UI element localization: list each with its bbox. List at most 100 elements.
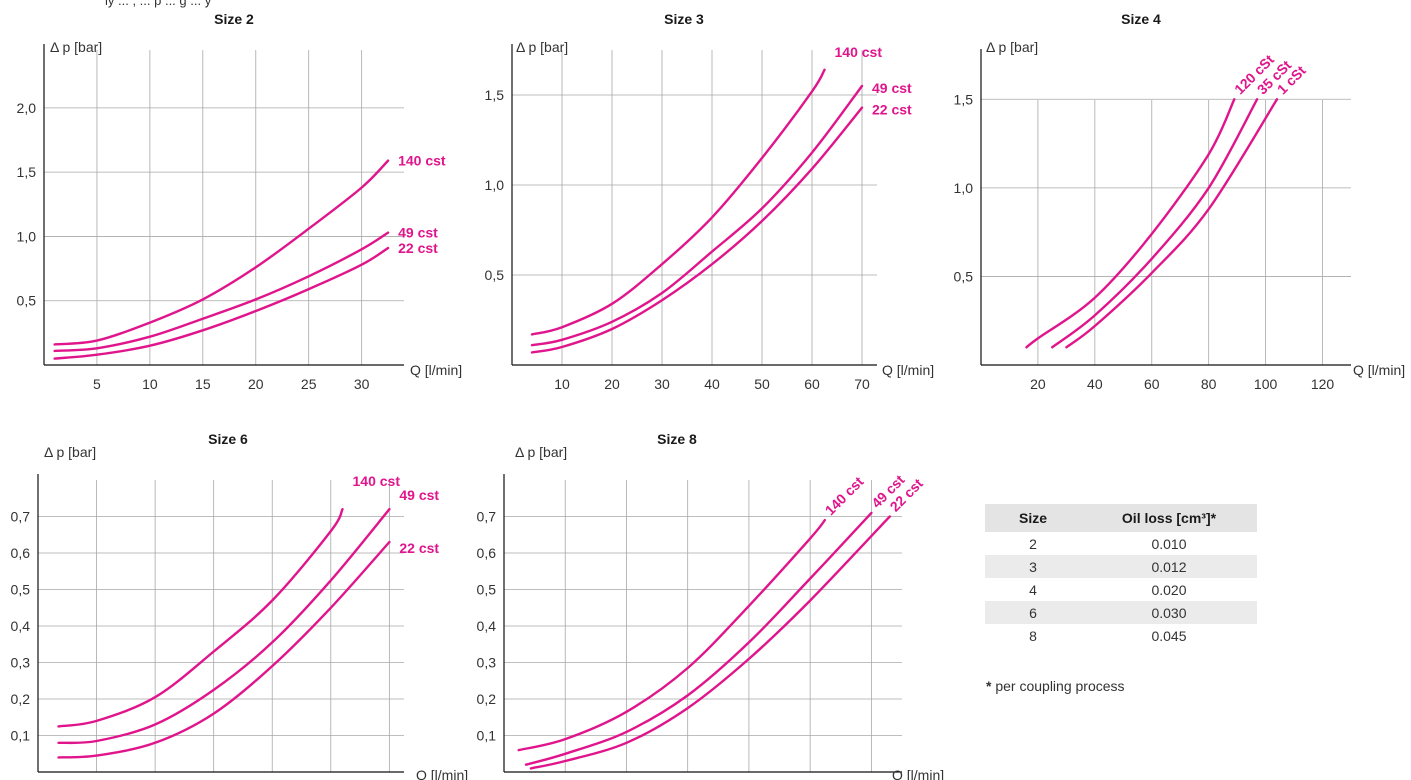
- y-tick-label: 0,6: [11, 545, 31, 561]
- x-tick-label: 60: [804, 376, 820, 392]
- cell-oil-loss: 0.012: [1081, 555, 1257, 578]
- x-axis-label: Q [l/min]: [1353, 362, 1405, 378]
- y-axis-label: Δ p [bar]: [516, 39, 568, 55]
- series-line: [524, 511, 873, 766]
- series-line: [517, 518, 826, 752]
- chart-size-6: 0,10,20,30,40,50,60,720406080100120Size …: [11, 431, 469, 780]
- series-line: [57, 508, 344, 728]
- series-line: [57, 540, 391, 759]
- header-oil-loss: Oil loss [cm³]*: [1081, 504, 1257, 532]
- y-tick-label: 0,6: [477, 545, 497, 561]
- chart-title: Size 6: [208, 431, 248, 447]
- table-header-row: Size Oil loss [cm³]*: [985, 504, 1257, 532]
- y-tick-label: 0,2: [11, 691, 31, 707]
- y-tick-label: 0,3: [11, 655, 31, 671]
- series-line: [530, 84, 864, 347]
- x-tick-label: 20: [248, 376, 264, 392]
- y-axis-label: Δ p [bar]: [50, 39, 102, 55]
- cell-size: 6: [985, 601, 1081, 624]
- chart-title: Size 2: [214, 11, 254, 27]
- y-tick-label: 0,7: [11, 509, 31, 525]
- y-tick-label: 1,5: [485, 87, 505, 103]
- y-tick-label: 0,7: [477, 509, 497, 525]
- chart-title: Size 3: [664, 11, 704, 27]
- y-tick-label: 1,0: [485, 177, 505, 193]
- y-tick-label: 1,5: [17, 164, 37, 180]
- x-tick-label: 50: [754, 376, 770, 392]
- chart-title: Size 4: [1121, 11, 1161, 27]
- series-line: [57, 508, 391, 745]
- series-label: 140 cst: [835, 44, 883, 60]
- top-note-text: ly ... , ... p ... g ... y: [105, 0, 212, 8]
- y-tick-label: 2,0: [17, 100, 37, 116]
- chart-size-8: 0,10,20,30,40,50,60,750100150200250300Si…: [477, 431, 945, 780]
- cell-size: 2: [1029, 535, 1037, 552]
- series-line: [1065, 98, 1279, 349]
- cell-size: 8: [1029, 627, 1037, 644]
- series-label: 22 cst: [872, 102, 912, 118]
- x-tick-label: 100: [1254, 376, 1278, 392]
- y-axis-label: Δ p [bar]: [44, 444, 96, 460]
- series-line: [530, 68, 826, 336]
- y-tick-label: 0,4: [11, 618, 31, 634]
- series-line: [53, 231, 390, 353]
- y-tick-label: 0,5: [954, 268, 974, 284]
- footnote-star: *: [986, 678, 992, 694]
- cell-oil-loss: 0.010: [1151, 535, 1187, 552]
- x-tick-label: 20: [604, 376, 620, 392]
- y-tick-label: 1,5: [954, 91, 974, 107]
- cell-size: 3: [985, 555, 1081, 578]
- table-footnote: * per coupling process: [986, 678, 1125, 694]
- series-label: 22 cst: [399, 540, 439, 556]
- chart-title: Size 8: [657, 431, 697, 447]
- x-tick-label: 120: [1311, 376, 1335, 392]
- y-tick-label: 0,4: [477, 618, 497, 634]
- table-row: 6 0.030: [985, 601, 1257, 624]
- y-tick-label: 1,0: [17, 228, 37, 244]
- x-tick-label: 40: [704, 376, 720, 392]
- y-tick-label: 1,0: [954, 180, 974, 196]
- y-tick-label: 0,5: [477, 582, 497, 598]
- series-line: [1051, 98, 1259, 349]
- series-label: 22 cst: [398, 240, 438, 256]
- series-label: 140 cst: [822, 473, 867, 518]
- x-tick-label: 15: [195, 376, 211, 392]
- x-axis-label: Q [l/min]: [410, 362, 462, 378]
- cell-oil-loss: 0.030: [1081, 601, 1257, 624]
- chart-size-3: 0,5 1,0 1,5 10 20 30 40 50 60 70 Size 3 Δ p [bar] Q …: [485, 11, 935, 392]
- table-row: 3 0.012: [985, 555, 1257, 578]
- x-tick-label: 25: [301, 376, 317, 392]
- y-tick-label: 0,5: [11, 582, 31, 598]
- y-tick-label: 0,5: [17, 293, 37, 309]
- y-axis-label: Δ p [bar]: [515, 444, 567, 460]
- series-label: 49 cst: [398, 225, 438, 241]
- x-tick-label: 80: [1201, 376, 1217, 392]
- x-axis-label: Q [l/min]: [882, 362, 934, 378]
- x-tick-label: 10: [142, 376, 158, 392]
- y-tick-label: 0,2: [477, 691, 497, 707]
- x-tick-label: 20: [1030, 376, 1046, 392]
- series-line: [529, 515, 891, 770]
- series-label: 140 cst: [353, 473, 401, 489]
- series-label: 140 cst: [398, 153, 446, 169]
- series-label: 49 cst: [399, 487, 439, 503]
- y-tick-label: 0,1: [11, 728, 31, 744]
- x-axis-label: Q [l/min]: [892, 767, 944, 780]
- series-line: [53, 159, 390, 346]
- table-row: 8 0.045: [985, 624, 1257, 647]
- header-size: Size: [985, 504, 1081, 532]
- oil-loss-table: Size Oil loss [cm³]* 2 0.010 3 0.012 4 0…: [985, 504, 1257, 647]
- x-tick-label: 5: [93, 376, 101, 392]
- cell-oil-loss: 0.045: [1151, 627, 1187, 644]
- series-label: 49 cst: [872, 80, 912, 96]
- cell-oil-loss: 0.020: [1151, 581, 1187, 598]
- cell-size: 4: [1029, 581, 1037, 598]
- series-line: [53, 246, 390, 360]
- x-tick-label: 70: [854, 376, 870, 392]
- y-tick-label: 0,1: [477, 728, 497, 744]
- y-tick-label: 0,5: [485, 267, 505, 283]
- x-tick-label: 30: [354, 376, 370, 392]
- footnote-text: per coupling process: [995, 678, 1125, 694]
- x-tick-label: 40: [1087, 376, 1103, 392]
